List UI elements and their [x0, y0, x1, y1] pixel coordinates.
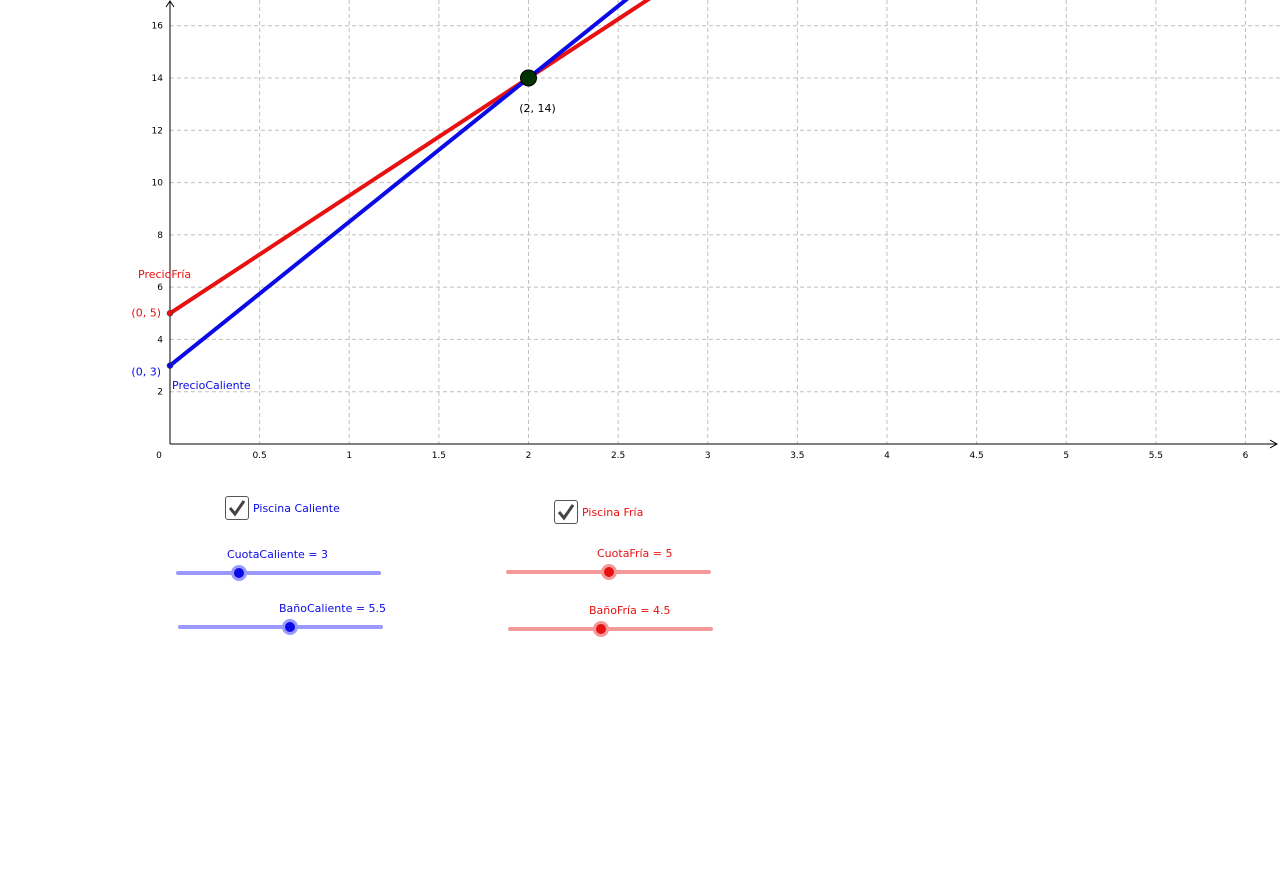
series-line-PrecioFría[interactable]: [168, 0, 668, 316]
x-tick-label: 6: [1243, 451, 1249, 461]
slider-track-bano-caliente[interactable]: [178, 625, 383, 629]
slider-knob-bano-caliente[interactable]: [282, 619, 299, 635]
checkbox-box-fria[interactable]: [554, 500, 578, 524]
x-tick-label: 4: [884, 451, 890, 461]
x-tick-label: 2.5: [611, 451, 625, 461]
checkbox-box-caliente[interactable]: [225, 496, 249, 520]
checkbox-piscina-fria[interactable]: Piscina Fría: [554, 500, 643, 524]
x-tick-label: 0: [156, 451, 162, 461]
x-tick-label: 5.5: [1149, 451, 1163, 461]
slider-track-cuota-caliente[interactable]: [176, 571, 381, 575]
y-tick-label: 12: [152, 126, 163, 136]
x-tick-label: 3.5: [790, 451, 804, 461]
checkbox-piscina-caliente[interactable]: Piscina Caliente: [225, 496, 340, 520]
y-tick-label: 4: [157, 335, 163, 345]
slider-label-bano-fria: BañoFría = 4.5: [589, 604, 671, 617]
x-tick-label: 1.5: [432, 451, 446, 461]
intersection-label: (2, 14): [519, 102, 556, 115]
checkmark-icon: [228, 500, 246, 517]
intercept-point[interactable]: [166, 310, 174, 317]
series-line-PrecioCaliente[interactable]: [168, 0, 643, 368]
checkbox-label-caliente: Piscina Caliente: [253, 501, 340, 515]
checkmark-icon: [557, 504, 575, 521]
y-tick-label: 16: [152, 22, 164, 32]
intercept-label: (0, 5): [131, 306, 161, 319]
slider-track-bano-fria[interactable]: [508, 627, 713, 631]
slider-label-bano-caliente: BañoCaliente = 5.5: [279, 602, 387, 615]
slider-label-cuota-caliente: CuotaCaliente = 3: [227, 548, 328, 561]
series-label: PrecioFría: [138, 268, 191, 281]
intercept-point[interactable]: [166, 362, 174, 369]
slider-label-cuota-fria: CuotaFría = 5: [597, 547, 673, 560]
y-tick-label: 14: [152, 74, 164, 84]
x-tick-label: 2: [526, 451, 532, 461]
series-label: PrecioCaliente: [172, 379, 251, 392]
slider-knob-bano-fria[interactable]: [592, 621, 609, 637]
y-axis-arrow: [165, 0, 175, 8]
slider-knob-cuota-caliente[interactable]: [230, 565, 247, 581]
x-tick-label: 4.5: [969, 451, 983, 461]
x-tick-label: 0.5: [252, 451, 266, 461]
x-axis-arrow: [1269, 439, 1279, 449]
graph-view[interactable]: 0 0.5 1 1.5 2 2.5 3 3.5 4 4.5 5 5.5 6 2 4 6 8 10 12 14 16 (0,…: [0, 0, 1280, 470]
y-tick-label: 8: [157, 231, 163, 241]
y-tick-label: 2: [157, 388, 163, 398]
slider-knob-cuota-fria[interactable]: [600, 564, 617, 580]
y-tick-label: 6: [157, 283, 163, 293]
intercept-label: (0, 3): [131, 366, 161, 379]
y-tick-label: 10: [152, 179, 164, 189]
x-tick-label: 3: [705, 451, 711, 461]
x-tick-label: 5: [1063, 451, 1069, 461]
checkbox-label-fria: Piscina Fría: [582, 505, 644, 519]
x-tick-label: 1: [346, 451, 352, 461]
intersection-point[interactable]: [520, 69, 537, 87]
